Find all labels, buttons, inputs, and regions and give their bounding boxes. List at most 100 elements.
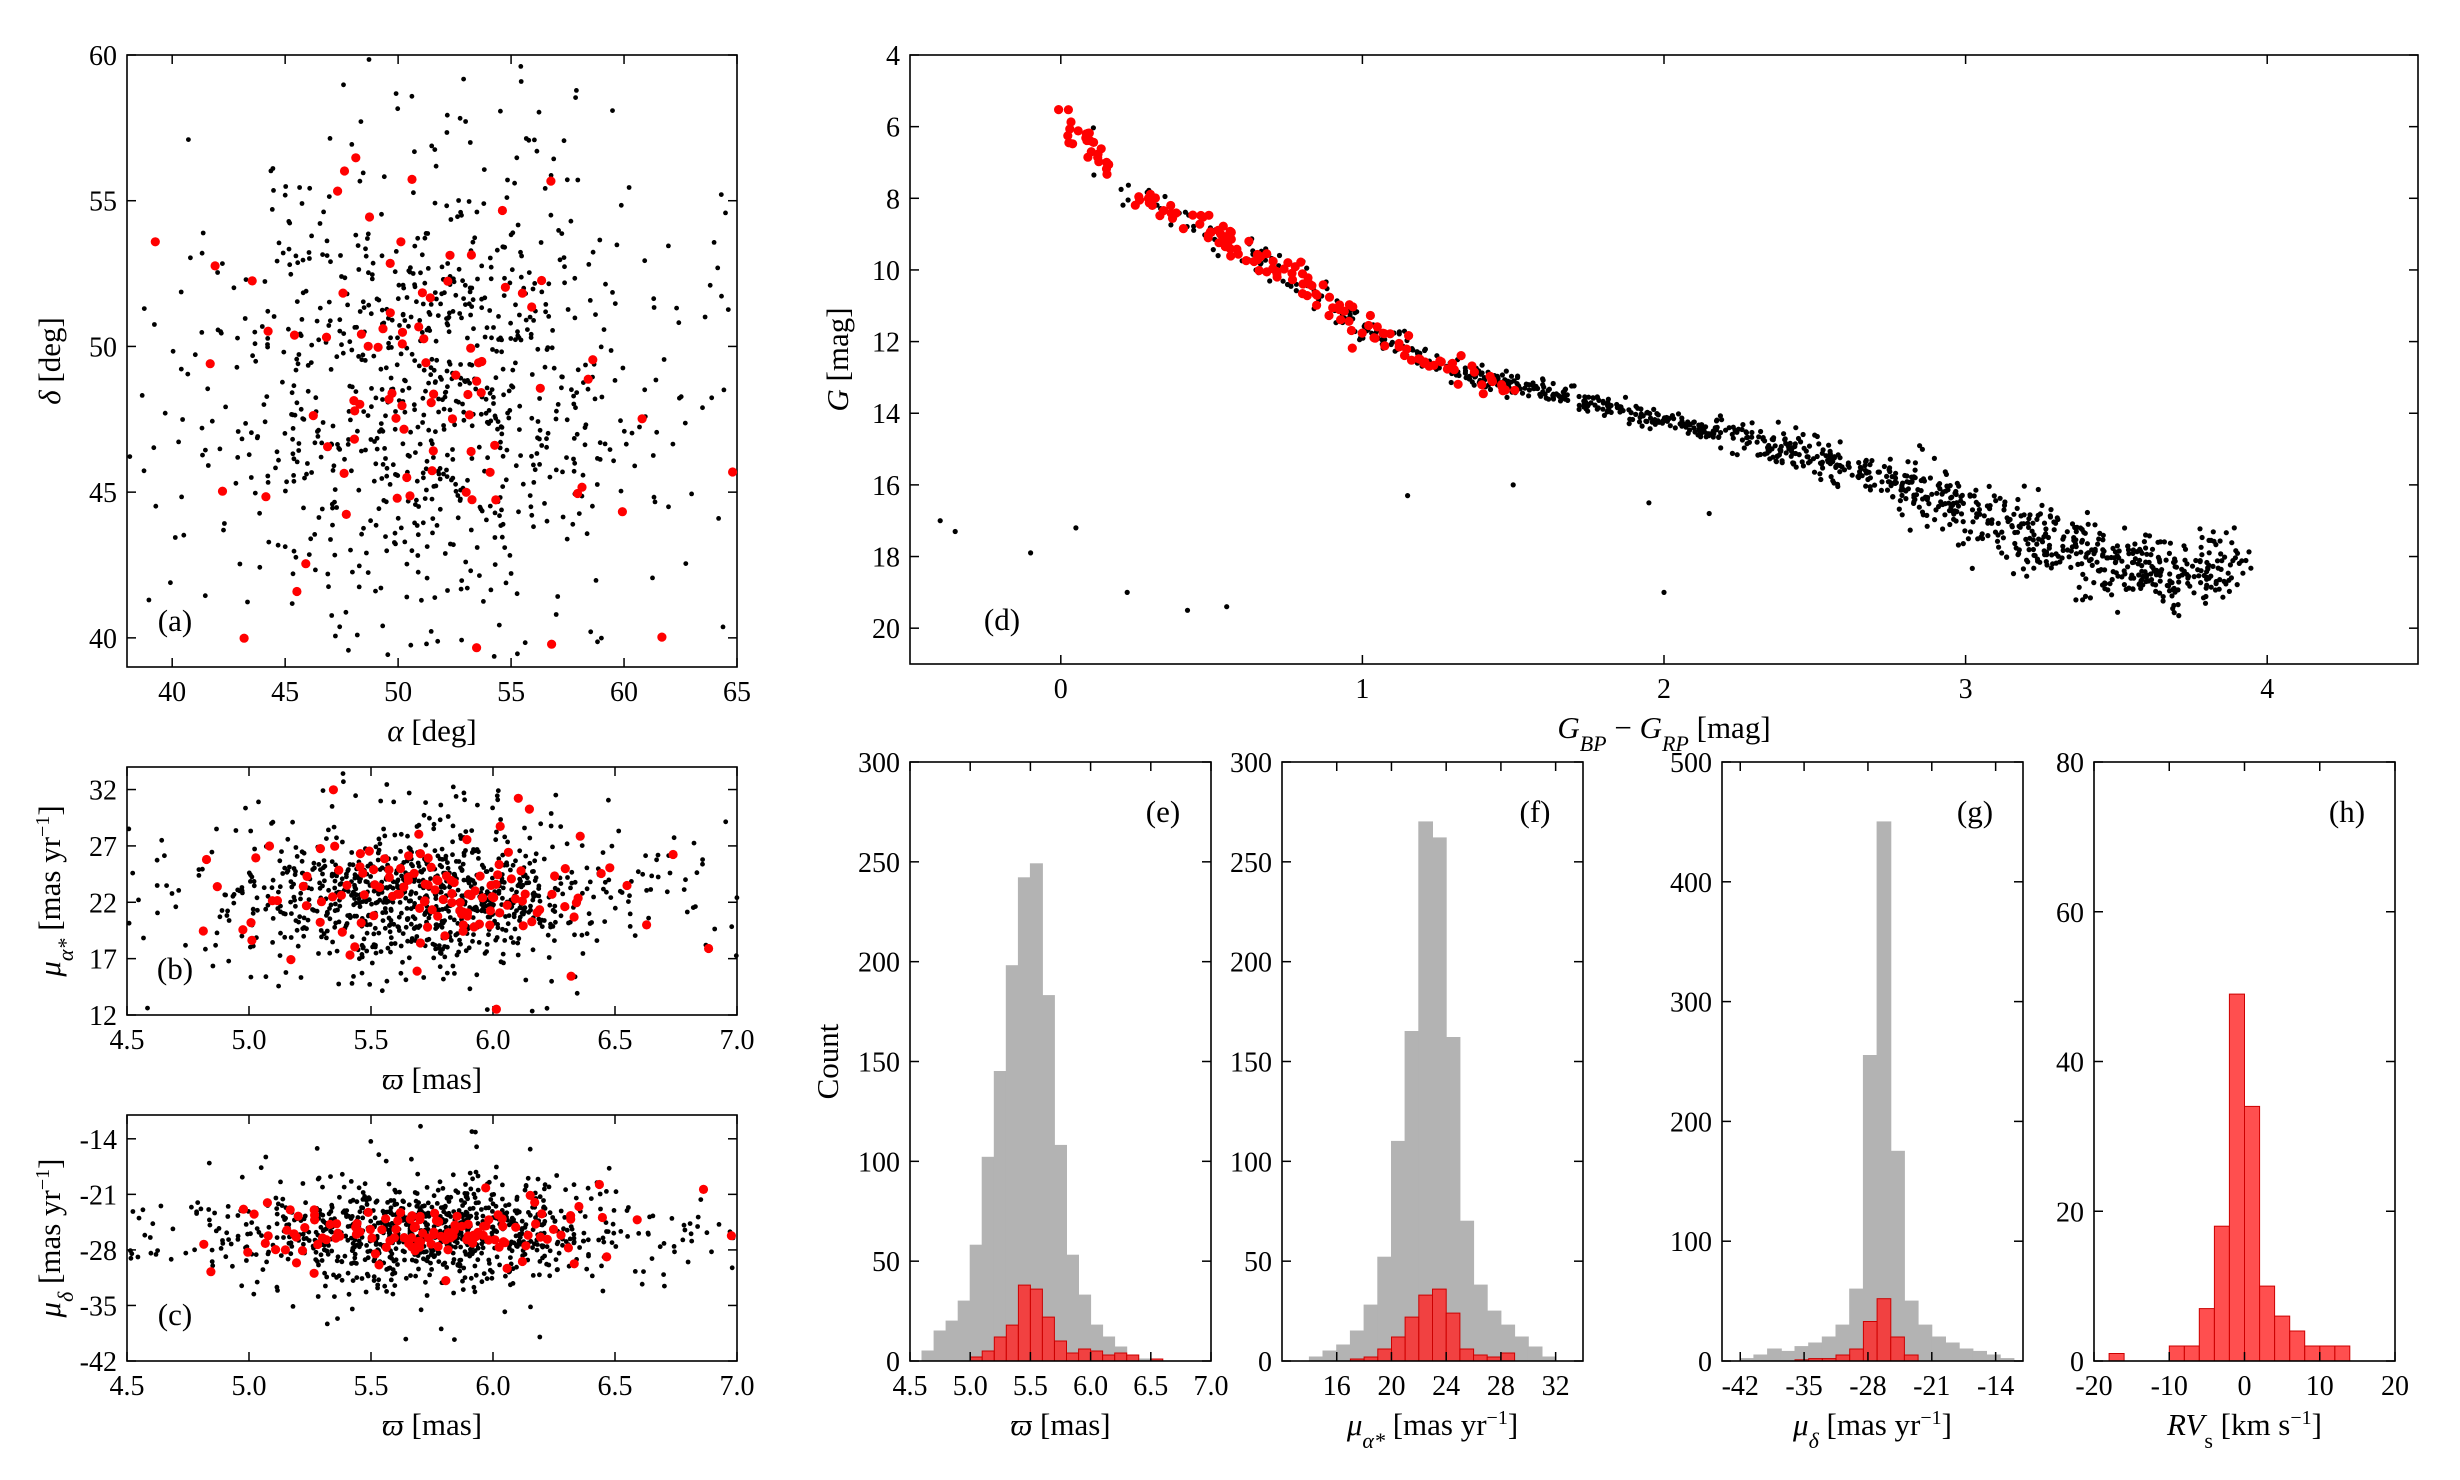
candidate-point [194,1209,200,1215]
candidate-point [1943,471,1949,477]
candidate-point [709,395,715,401]
member-point [569,912,579,922]
member-point [330,841,340,851]
candidate-point [1526,382,1532,388]
candidate-point [353,900,359,906]
candidate-point [429,356,435,362]
x-tick-label: 3 [1959,674,1973,705]
candidate-point [452,971,457,976]
candidate-point [1090,125,1096,131]
candidate-point [1304,265,1310,271]
candidate-point [1162,193,1168,200]
member-point [1271,266,1281,276]
x-tick-label: 45 [271,677,299,708]
x-tick-label: 20 [2381,1371,2409,1402]
candidate-point [471,1191,477,1197]
candidate-point [316,515,322,520]
candidate-point [600,850,606,855]
candidate-point [349,142,355,147]
candidate-point [1729,431,1735,437]
candidate-point [1749,434,1755,440]
candidate-point [316,862,322,867]
candidate-point [311,860,317,866]
candidate-point [1125,182,1131,188]
plot-frame [909,54,2419,665]
member-point [309,1268,319,1278]
member-point [337,927,347,937]
member-point [298,881,308,892]
y-tick-label: 200 [858,948,900,979]
candidate-point [2210,529,2216,535]
member-point [286,955,296,965]
candidate-point [388,906,394,912]
candidate-point [498,335,503,341]
candidate-point [1550,380,1556,387]
member-point [350,406,360,416]
candidate-point [445,860,450,865]
candidate-point [379,387,385,392]
candidate-point [388,375,394,381]
candidate-point [518,453,523,458]
candidate-point [519,1226,525,1231]
candidate-point [571,1182,577,1188]
candidate-point [1819,459,1825,465]
candidate-point [527,493,533,498]
candidate-point [233,828,239,833]
candidate-point [1818,476,1824,483]
candidate-point [531,480,537,485]
candidate-point [288,271,294,277]
x-tick-label: 6.0 [476,1025,511,1056]
x-axis-label: ϖ [mas] [1010,1407,1110,1442]
candidate-point [2025,541,2031,547]
panel-label: (f) [1520,794,1551,829]
candidate-point [470,297,476,303]
gray-bar [1876,821,1892,1362]
candidate-point [452,422,457,428]
candidate-point [395,473,401,478]
member-bar [1903,1354,1919,1362]
candidate-point [517,427,522,432]
candidate-point [457,498,463,503]
candidate-point [153,503,159,509]
y-tick-label: 20 [872,614,900,645]
member-point [365,1224,375,1234]
candidate-point [1931,455,1937,461]
y-tick-label: 6 [886,113,900,144]
candidate-point [691,840,697,846]
candidate-point [681,887,687,892]
candidate-point [185,371,191,377]
candidate-point [1357,337,1363,343]
member-bar [2319,1345,2336,1362]
candidate-point [716,516,721,521]
candidate-point [492,1228,497,1234]
x-axis-label: GBP − GRP [mag] [1557,710,1770,756]
candidate-point [290,571,296,577]
member-point [463,389,473,400]
member-point [384,394,394,404]
candidate-point [148,1250,154,1256]
candidate-point [274,1235,280,1240]
candidate-point [1828,474,1834,480]
member-point [427,905,437,915]
candidate-point [425,1254,431,1260]
candidate-point [373,950,379,956]
candidate-point [495,426,500,432]
candidate-point [438,1205,444,1210]
candidate-point [542,1253,547,1259]
candidate-point [389,317,395,323]
candidate-point [479,1279,485,1285]
candidate-point [2036,536,2042,542]
candidate-point [463,948,469,954]
candidate-point [1744,435,1750,441]
candidate-point [2084,541,2090,547]
member-point [467,495,477,505]
candidate-point [1899,512,1905,518]
candidate-point [567,1236,573,1242]
candidate-point [206,1207,212,1212]
candidate-point [612,301,618,306]
candidate-point [230,893,236,899]
member-point [1241,256,1251,266]
candidate-point [530,869,535,874]
candidate-point [282,431,288,436]
candidate-point [314,318,320,324]
